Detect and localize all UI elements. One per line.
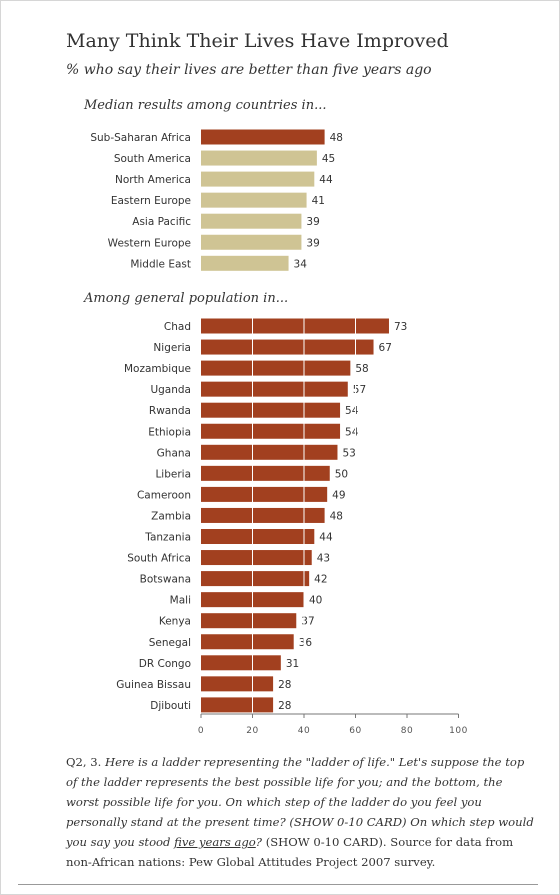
country-value-label: 42 — [314, 574, 327, 586]
country-value-label: 58 — [355, 363, 368, 375]
country-label: Djibouti — [150, 700, 191, 712]
country-bar — [201, 423, 341, 439]
country-value-label: 44 — [319, 532, 333, 544]
country-bar — [201, 697, 274, 713]
country-label: Ethiopia — [148, 426, 191, 438]
region-bar — [201, 213, 302, 229]
country-value-label: 73 — [394, 321, 407, 333]
country-bar — [201, 507, 325, 523]
country-label: Uganda — [150, 384, 191, 396]
chart-subtitle: % who say their lives are better than fi… — [66, 62, 432, 78]
country-bar — [201, 655, 281, 671]
country-bar — [201, 676, 274, 692]
region-label: North America — [115, 174, 191, 186]
section-title-countries: Among general population in... — [84, 291, 289, 306]
x-tick-label: 20 — [246, 726, 258, 736]
region-label: Western Europe — [108, 237, 191, 249]
bar-chart: Sub-Saharan Africa 48 South America 45 North… — [90, 129, 468, 736]
region-bar — [201, 171, 315, 187]
country-label: South Africa — [127, 553, 191, 565]
region-label: Middle East — [130, 258, 191, 270]
country-label: Mozambique — [124, 363, 191, 375]
region-label: Asia Pacific — [132, 216, 191, 228]
bottom-rule — [18, 884, 538, 885]
x-tick-label: 0 — [198, 726, 204, 736]
country-value-label: 28 — [278, 700, 291, 712]
country-value-label: 48 — [330, 510, 343, 522]
country-value-label: 54 — [345, 426, 359, 438]
country-value-label: 36 — [299, 637, 313, 649]
country-bar — [201, 360, 351, 376]
x-tick-label: 100 — [449, 726, 468, 736]
region-value-label: 48 — [330, 132, 343, 144]
x-tick-label: 60 — [349, 726, 361, 736]
country-bar — [201, 571, 310, 587]
region-label: South America — [114, 153, 191, 165]
note-emphasis: five years ago — [174, 835, 256, 849]
country-label: DR Congo — [139, 658, 191, 670]
country-value-label: 28 — [278, 679, 291, 691]
x-tick-label: 80 — [401, 726, 413, 736]
region-bar — [201, 255, 289, 271]
country-bar — [201, 486, 328, 502]
region-value-label: 44 — [319, 174, 333, 186]
country-value-label: 57 — [353, 384, 366, 396]
country-bar — [201, 550, 312, 566]
country-bar — [201, 613, 297, 629]
note-source: (SHOW 0-10 CARD). Source for data from n… — [66, 835, 514, 869]
country-label: Zambia — [151, 510, 191, 522]
region-value-label: 39 — [306, 216, 319, 228]
region-bar — [201, 129, 325, 145]
country-bar — [201, 402, 341, 418]
region-value-label: 45 — [322, 153, 335, 165]
region-label: Eastern Europe — [111, 195, 191, 207]
country-value-label: 49 — [332, 489, 345, 501]
country-bar — [201, 529, 315, 544]
country-bar — [201, 318, 389, 334]
section-title-regions: Median results among countries in... — [84, 98, 327, 113]
country-label: Chad — [164, 321, 191, 333]
country-label: Rwanda — [149, 405, 191, 417]
country-bar — [201, 634, 294, 650]
country-label: Nigeria — [153, 342, 191, 354]
country-bar — [201, 381, 348, 397]
country-label: Tanzania — [144, 532, 191, 544]
note-question-mark: ? — [255, 835, 266, 849]
country-label: Kenya — [159, 616, 191, 628]
country-value-label: 37 — [301, 616, 314, 628]
region-value-label: 34 — [294, 258, 308, 270]
region-bar — [201, 234, 302, 250]
country-value-label: 40 — [309, 595, 322, 607]
region-label: Sub-Saharan Africa — [90, 132, 191, 144]
country-label: Senegal — [149, 637, 191, 649]
note-question-text: Here is a ladder representing the "ladde… — [66, 755, 534, 849]
country-value-label: 67 — [379, 342, 392, 354]
chart-title: Many Think Their Lives Have Improved — [66, 30, 449, 52]
country-label: Cameroon — [137, 489, 191, 501]
country-label: Liberia — [155, 468, 191, 480]
country-value-label: 54 — [345, 405, 359, 417]
country-value-label: 50 — [335, 468, 348, 480]
country-bar — [201, 339, 374, 355]
country-value-label: 31 — [286, 658, 299, 670]
question-note: Q2, 3. Here is a ladder representing the… — [66, 752, 536, 872]
country-label: Botswana — [140, 574, 191, 586]
region-bar — [201, 192, 307, 208]
country-label: Guinea Bissau — [116, 679, 191, 691]
country-value-label: 43 — [317, 553, 330, 565]
x-tick-label: 40 — [298, 726, 310, 736]
region-bar — [201, 150, 317, 166]
region-value-label: 39 — [306, 237, 319, 249]
note-question-number: Q2, 3. — [66, 755, 105, 769]
country-label: Ghana — [157, 447, 191, 459]
country-value-label: 53 — [342, 447, 355, 459]
country-bar — [201, 444, 338, 460]
region-value-label: 41 — [312, 195, 325, 207]
country-bar — [201, 465, 330, 481]
country-label: Mali — [170, 595, 191, 607]
